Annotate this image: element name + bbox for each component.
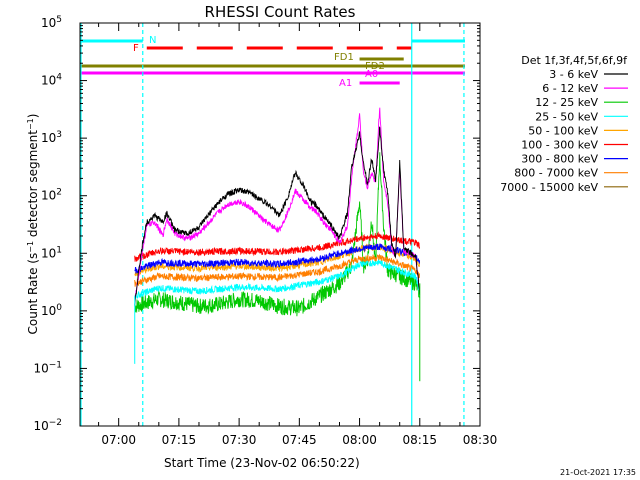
x-axis-label: Start Time (23-Nov-02 06:50:22) [164,456,360,470]
legend-entry-label: 7000 - 15000 keV [500,181,598,194]
legend-entry-label: 800 - 7000 keV [514,167,598,180]
annotation-f: F [133,43,139,54]
series-line [134,152,421,317]
y-tick-label: 10−2 [33,418,62,433]
y-axis-ticks: 10−2 10−1 100 101 102 103 104 105 [33,15,480,433]
series-group [134,107,421,382]
y-tick-label: 103 [41,130,62,145]
x-tick-label: 08:30 [463,433,498,447]
annotation-fd1: FD1 [334,52,354,63]
x-axis-ticks: 07:00 07:15 07:30 07:45 08:00 08:15 08:30 [98,23,498,447]
series-line [134,126,421,306]
legend-entry-label: 25 - 50 keV [535,110,598,123]
plot-frame [79,22,481,427]
legend-entry-label: 3 - 6 keV [549,68,598,81]
annotation-n: N [149,35,156,46]
y-tick-label: 102 [41,188,62,203]
annotation-fd2: FD2 [365,61,385,72]
series-line [134,258,421,299]
x-tick-label: 07:45 [282,433,317,447]
chart-title: RHESSI Count Rates [205,3,356,21]
legend-title: Det 1f,3f,4f,5f,6f,9f [521,54,628,67]
x-tick-label: 07:15 [162,433,197,447]
series-line [134,243,421,277]
series-line [134,231,421,262]
x-tick-label: 07:00 [101,433,136,447]
footer-timestamp: 21-Oct-2021 17:35 [560,468,636,477]
annotation-a1: A1 [339,78,352,89]
y-tick-label: 105 [41,15,62,30]
x-tick-label: 07:30 [222,433,257,447]
x-tick-label: 08:15 [402,433,437,447]
series-line [134,253,421,287]
y-tick-label: 100 [41,303,62,318]
legend-entry-label: 6 - 12 keV [542,82,598,95]
annotation-a0: A0 [365,69,378,80]
y-axis-label: Count Rate (s−1 detector segment−1) [26,114,40,335]
series-line [134,243,421,274]
legend-entry-label: 100 - 300 keV [521,139,598,152]
legend-entry-label: 300 - 800 keV [521,153,598,166]
y-tick-label: 104 [41,73,62,88]
legend-entry-label: 12 - 25 keV [535,96,598,109]
vertical-markers [80,23,465,426]
series-line [134,107,421,300]
x-tick-label: 08:00 [342,433,377,447]
y-tick-label: 101 [41,245,62,260]
legend-entry-label: 50 - 100 keV [528,124,598,137]
y-tick-label: 10−1 [33,360,62,375]
